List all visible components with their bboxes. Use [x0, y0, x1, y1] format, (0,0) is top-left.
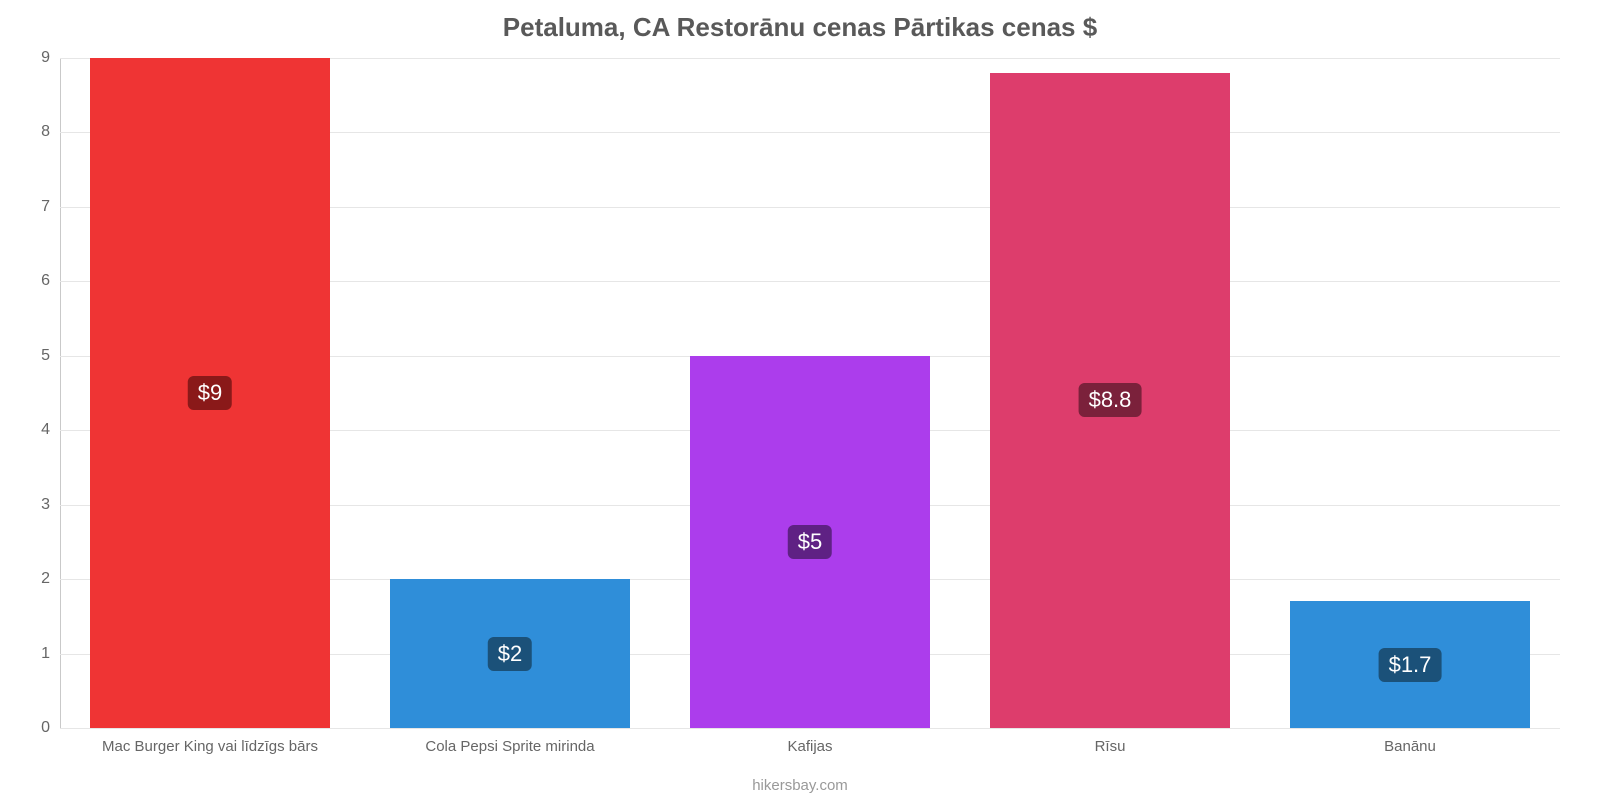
x-tick-label: Rīsu: [1095, 738, 1126, 755]
bar-value-badge: $9: [188, 376, 232, 410]
y-tick-label: 4: [20, 421, 50, 439]
x-tick-label: Banānu: [1384, 738, 1436, 755]
bars-layer: $9 $2 $5 $8.8 $1.7: [60, 58, 1560, 728]
x-tick-label: Kafijas: [787, 738, 832, 755]
grid-line: [60, 728, 1560, 729]
chart-footer: hikersbay.com: [752, 777, 848, 794]
bar-value-badge: $1.7: [1379, 648, 1442, 682]
y-tick-label: 1: [20, 645, 50, 663]
y-tick-label: 3: [20, 496, 50, 514]
x-tick-label: Mac Burger King vai līdzīgs bārs: [102, 738, 318, 755]
y-tick-label: 8: [20, 123, 50, 141]
y-tick-label: 2: [20, 570, 50, 588]
bar-value-badge: $5: [788, 525, 832, 559]
price-bar-chart: Petaluma, CA Restorānu cenas Pārtikas ce…: [0, 0, 1600, 800]
y-tick-label: 5: [20, 347, 50, 365]
y-tick-label: 6: [20, 272, 50, 290]
bar-value-badge: $8.8: [1079, 383, 1142, 417]
chart-title: Petaluma, CA Restorānu cenas Pārtikas ce…: [0, 0, 1600, 43]
y-tick-label: 0: [20, 719, 50, 737]
y-tick-label: 9: [20, 49, 50, 67]
plot-area: 0123456789 $9$2$5$8.8$1.7 Mac Burger Kin…: [60, 58, 1560, 728]
bar-value-badge: $2: [488, 637, 532, 671]
x-tick-label: Cola Pepsi Sprite mirinda: [425, 738, 594, 755]
y-tick-label: 7: [20, 198, 50, 216]
